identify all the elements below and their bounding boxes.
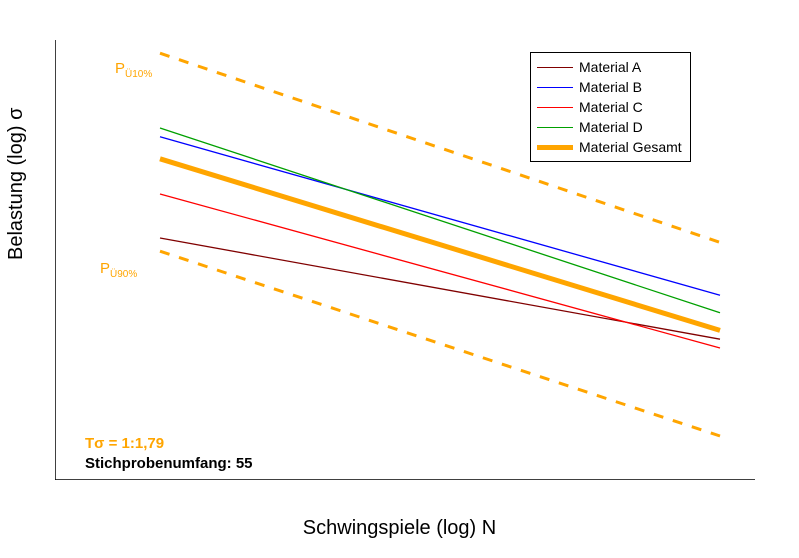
p90-annotation: PÜ90% bbox=[100, 260, 137, 280]
legend-label: Material D bbox=[579, 119, 643, 135]
legend-label: Material B bbox=[579, 79, 642, 95]
p90-sub: Ü90% bbox=[110, 269, 137, 280]
legend-item: Material C bbox=[537, 97, 682, 117]
series-material-a bbox=[160, 238, 720, 339]
p10-letter: P bbox=[115, 60, 125, 77]
legend-swatch bbox=[537, 87, 573, 88]
series-material-gesamt bbox=[160, 159, 720, 331]
legend-swatch bbox=[537, 67, 573, 68]
sample-size-label: Stichprobenumfang: 55 bbox=[85, 455, 253, 472]
legend-item: Material B bbox=[537, 77, 682, 97]
p10-annotation: PÜ10% bbox=[115, 60, 152, 80]
legend: Material A Material B Material C Material D… bbox=[530, 52, 691, 162]
p90-letter: P bbox=[100, 260, 110, 277]
legend-swatch bbox=[537, 145, 573, 150]
series-p_u90 bbox=[160, 251, 720, 436]
legend-item: Material A bbox=[537, 57, 682, 77]
legend-label: Material C bbox=[579, 99, 643, 115]
legend-item: Material D bbox=[537, 117, 682, 137]
y-axis-label: Belastung (log) σ bbox=[5, 108, 28, 260]
legend-swatch bbox=[537, 107, 573, 108]
tsigma-label: Tσ = 1:1,79 bbox=[85, 435, 164, 452]
legend-label: Material A bbox=[579, 59, 641, 75]
legend-swatch bbox=[537, 127, 573, 128]
legend-label: Material Gesamt bbox=[579, 139, 682, 155]
x-axis-label: Schwingspiele (log) N bbox=[0, 517, 799, 540]
p10-sub: Ü10% bbox=[125, 69, 152, 80]
legend-item: Material Gesamt bbox=[537, 137, 682, 157]
